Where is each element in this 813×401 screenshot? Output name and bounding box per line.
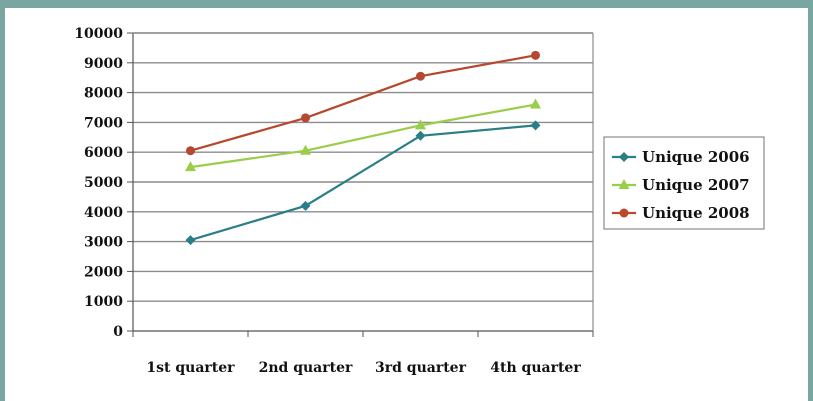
data-point-diamond (530, 120, 541, 131)
data-point-diamond (619, 152, 629, 162)
series-line (190, 103, 536, 169)
y-axis-ticks: 0 1000 2000 3000 4000 5000 6000 7000 8000 9000 100… (74, 26, 133, 340)
data-point-diamond (300, 200, 311, 211)
data-point-triangle (530, 98, 541, 109)
y-tick-label: 3000 (84, 235, 123, 251)
data-point-diamond (415, 130, 426, 141)
legend-label: Unique 2006 (642, 148, 750, 166)
data-point-triangle (185, 161, 196, 172)
series-group (185, 50, 541, 246)
x-tick-label: 3rd quarter (375, 360, 467, 376)
series-line (190, 54, 536, 152)
x-tick-label: 4th quarter (490, 360, 581, 376)
y-tick-label: 2000 (84, 264, 123, 280)
y-tick-label: 7000 (84, 115, 123, 131)
data-point-diamond (185, 235, 196, 246)
data-point-circle (416, 71, 425, 81)
y-tick-label: 6000 (84, 145, 123, 161)
x-tick-label: 2nd quarter (259, 360, 353, 376)
data-point-circle (619, 208, 629, 218)
y-tick-label: 1000 (84, 294, 123, 310)
y-tick-label: 10000 (74, 26, 123, 42)
y-tick-label: 8000 (84, 86, 123, 102)
legend: Unique 2006 Unique 2007 Unique 2008 (603, 136, 765, 230)
x-tick-label: 1st quarter (146, 360, 235, 376)
grid-lines (133, 32, 593, 302)
data-point-circle (301, 113, 310, 123)
x-axis-ticks: 1st quarter 2nd quarter 3rd quarter 4th qua… (132, 331, 594, 376)
legend-label: Unique 2007 (642, 176, 750, 194)
series-line (190, 124, 536, 242)
y-tick-label: 5000 (84, 175, 123, 191)
data-point-circle (186, 146, 195, 156)
y-tick-label: 0 (113, 324, 123, 340)
data-point-triangle (300, 144, 311, 155)
y-tick-label: 9000 (84, 56, 123, 72)
legend-label: Unique 2008 (642, 204, 750, 222)
y-tick-label: 4000 (84, 205, 123, 221)
data-point-triangle (618, 179, 630, 189)
data-point-circle (531, 50, 540, 60)
top-bar (0, 0, 813, 8)
axes (132, 32, 594, 332)
data-point-triangle (415, 119, 426, 130)
